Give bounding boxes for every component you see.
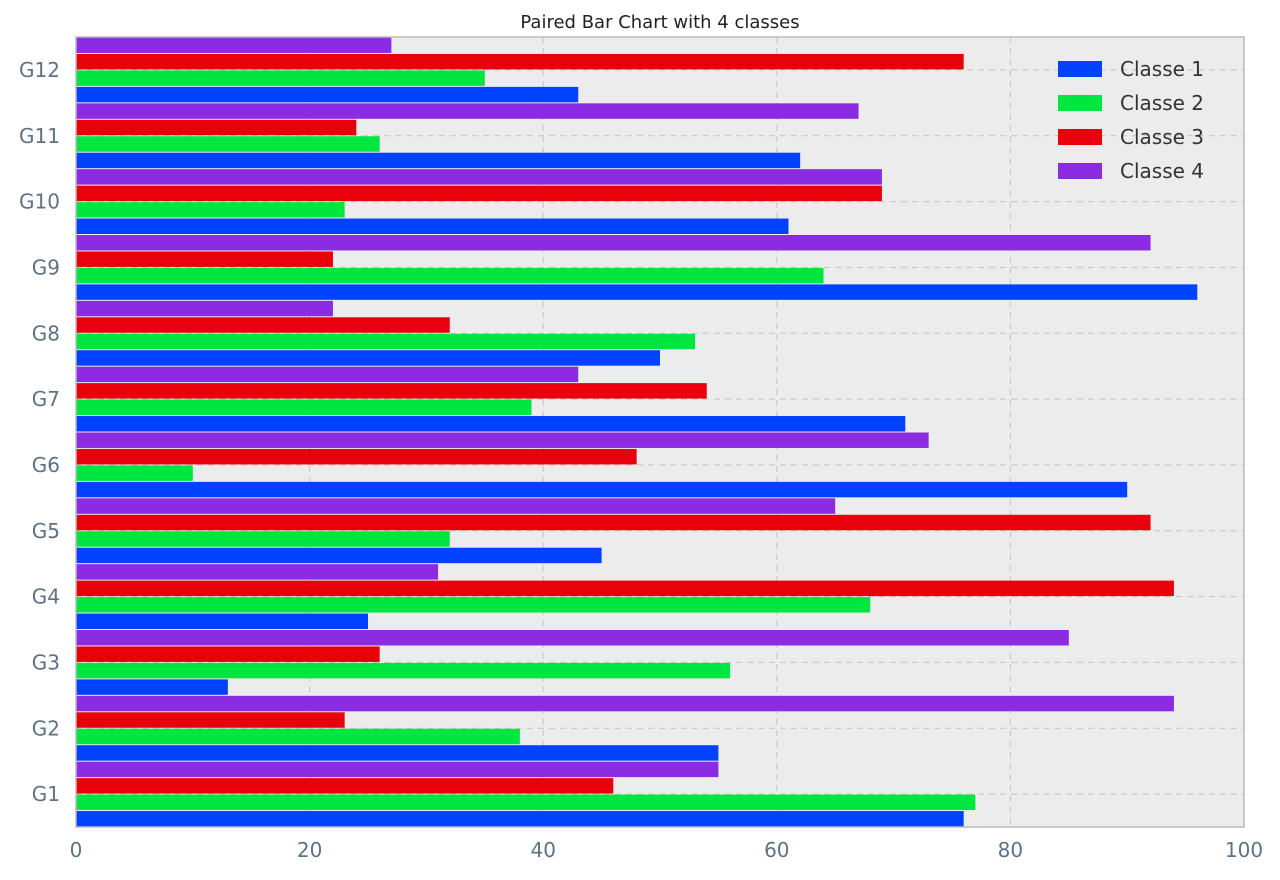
bar-g1-series-3	[76, 778, 614, 794]
chart-title: Paired Bar Chart with 4 classes	[520, 12, 800, 33]
y-tick-label: G11	[19, 124, 60, 148]
y-tick-label: G8	[32, 321, 60, 345]
y-tick-label: G7	[32, 387, 60, 411]
bar-g8-series-2	[76, 333, 696, 350]
legend-item: Classe 4	[1058, 154, 1204, 188]
bar-g2-series-2	[76, 728, 520, 745]
bar-g2-series-3	[76, 712, 345, 728]
bar-g6-series-2	[76, 465, 193, 481]
bar-g11-series-3	[76, 119, 357, 136]
bar-g12-series-3	[76, 53, 964, 70]
x-tick-label: 40	[530, 838, 555, 862]
y-tick-label: G6	[32, 453, 60, 477]
bar-g8-series-3	[76, 317, 450, 333]
x-tick-label: 20	[297, 838, 322, 862]
bar-g10-series-2	[76, 202, 345, 218]
bar-g1-series-4	[76, 761, 719, 778]
x-tick-label: 100	[1225, 838, 1263, 862]
bar-g8-series-4	[76, 300, 333, 317]
bar-g7-series-1	[76, 416, 906, 432]
y-tick-label: G9	[32, 255, 60, 279]
plot-frame	[75, 36, 1245, 828]
bar-g2-series-4	[76, 695, 1174, 712]
bar-g1-series-1	[76, 811, 964, 827]
bar-g9-series-2	[76, 267, 824, 284]
y-tick-label: G10	[19, 190, 60, 214]
legend-label: Classe 1	[1120, 57, 1205, 81]
legend-swatch	[1058, 129, 1102, 145]
bar-g3-series-2	[76, 662, 731, 679]
bar-g4-series-3	[76, 580, 1174, 597]
gridlines	[75, 37, 1245, 827]
bar-g9-series-4	[76, 235, 1151, 251]
bar-g2-series-1	[76, 745, 719, 761]
bar-g7-series-4	[76, 366, 579, 383]
legend-swatch	[1058, 61, 1102, 77]
plot-background	[76, 37, 1244, 827]
y-tick-label: G3	[32, 650, 60, 674]
bar-g7-series-2	[76, 399, 532, 416]
y-tick-label: G12	[19, 58, 60, 82]
bar-g8-series-1	[76, 350, 660, 366]
bar-g1-series-2	[76, 794, 976, 811]
bar-g11-series-2	[76, 136, 380, 152]
bar-g5-series-1	[76, 547, 602, 564]
legend-swatch	[1058, 163, 1102, 179]
bar-g12-series-1	[76, 86, 579, 103]
bar-g9-series-3	[76, 251, 333, 267]
legend-label: Classe 2	[1120, 91, 1205, 115]
bar-g7-series-3	[76, 383, 707, 399]
bar-g3-series-3	[76, 646, 380, 662]
y-tick-label: G1	[32, 782, 60, 806]
y-tick-label: G2	[32, 716, 60, 740]
x-tick-label: 0	[70, 838, 83, 862]
bar-g6-series-1	[76, 481, 1128, 498]
legend-swatch	[1058, 95, 1102, 111]
bar-g3-series-1	[76, 679, 228, 695]
y-tick-label: G4	[32, 585, 60, 609]
bar-g4-series-4	[76, 564, 439, 580]
legend-label: Classe 3	[1120, 125, 1205, 149]
bar-g6-series-3	[76, 448, 637, 465]
bar-g4-series-1	[76, 613, 368, 629]
bar-g11-series-1	[76, 152, 801, 169]
bar-g5-series-2	[76, 531, 450, 547]
legend-item: Classe 2	[1058, 86, 1204, 120]
bars	[76, 37, 1198, 827]
legend-label: Classe 4	[1120, 159, 1205, 183]
legend-item: Classe 3	[1058, 120, 1204, 154]
bar-g4-series-2	[76, 597, 871, 613]
bar-g3-series-4	[76, 630, 1069, 646]
bar-g11-series-4	[76, 103, 859, 119]
bar-g5-series-3	[76, 514, 1151, 531]
bar-g6-series-4	[76, 432, 929, 448]
bar-g12-series-4	[76, 37, 392, 53]
bar-g10-series-4	[76, 169, 882, 185]
bar-g5-series-4	[76, 498, 836, 514]
bar-g10-series-3	[76, 185, 882, 202]
legend-item: Classe 1	[1058, 52, 1204, 86]
legend: Classe 1 Classe 2 Classe 3 Classe 4	[1058, 52, 1204, 188]
axes: G1 G2 G3 G4 G5 G6 G7 G8 G9 G10 G11 G12 0 20 40 60 80 100	[19, 58, 1263, 862]
x-tick-label: 80	[998, 838, 1023, 862]
bar-g12-series-2	[76, 70, 485, 86]
bar-g10-series-1	[76, 218, 789, 234]
bar-g9-series-1	[76, 284, 1198, 300]
y-tick-label: G5	[32, 519, 60, 543]
x-tick-label: 60	[764, 838, 789, 862]
